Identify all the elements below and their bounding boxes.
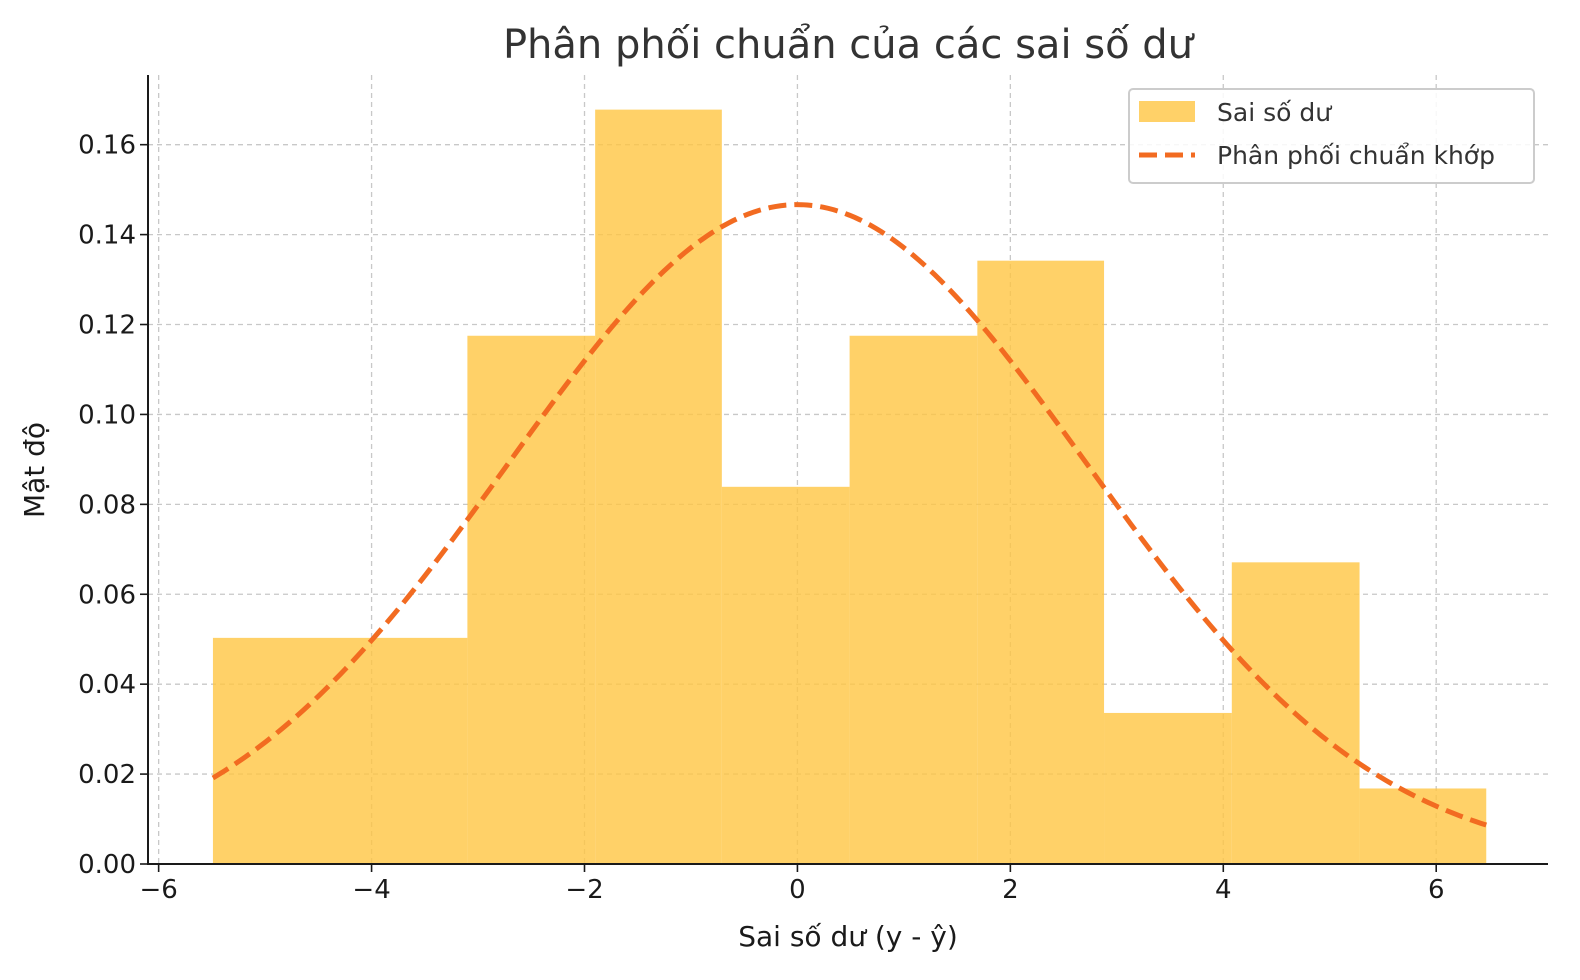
histogram-bar-5 xyxy=(977,260,1105,865)
x-tick-label-3: 0 xyxy=(789,875,806,905)
x-axis-title: Sai số dư (y - ŷ) xyxy=(738,920,958,953)
y-tick-label-0: 0.00 xyxy=(78,850,136,880)
legend-swatch-histogram xyxy=(1139,101,1195,122)
legend-label-histogram: Sai số dư xyxy=(1217,98,1332,127)
x-axis-ticks: −6 −4 −2 0 2 4 6 xyxy=(139,864,1444,905)
x-tick-label-5: 4 xyxy=(1215,875,1232,905)
axes xyxy=(147,75,1548,865)
y-tick-label-8: 0.16 xyxy=(78,131,136,161)
y-tick-label-6: 0.12 xyxy=(78,311,136,341)
x-tick-label-1: −4 xyxy=(352,875,390,905)
y-tick-label-5: 0.10 xyxy=(78,400,136,430)
y-tick-label-7: 0.14 xyxy=(78,221,136,251)
x-tick-label-4: 2 xyxy=(1002,875,1019,905)
legend-frame xyxy=(1128,88,1535,184)
legend: Sai số dư Phân phối chuẩn khớp xyxy=(1128,88,1535,184)
y-tick-label-2: 0.04 xyxy=(78,670,136,700)
histogram-bar-1 xyxy=(467,335,596,864)
y-axis-ticks: 0.00 0.02 0.04 0.06 0.08 0.10 0.12 0.14 0.16 xyxy=(78,131,148,880)
histogram-bar-2 xyxy=(595,109,722,865)
y-tick-label-4: 0.08 xyxy=(78,490,136,520)
x-tick-label-2: −2 xyxy=(565,875,603,905)
fit-curve-line xyxy=(211,202,1488,828)
x-tick-label-6: 6 xyxy=(1428,875,1445,905)
legend-label-fit-curve: Phân phối chuẩn khớp xyxy=(1217,141,1495,170)
histogram-bar-3 xyxy=(721,486,850,864)
histogram-bars xyxy=(212,109,1487,865)
chart-title: Phân phối chuẩn của các sai số dư xyxy=(503,22,1196,68)
histogram-bar-4 xyxy=(849,335,978,864)
histogram-bar-6 xyxy=(1104,712,1232,864)
y-tick-label-1: 0.02 xyxy=(78,760,136,790)
x-tick-label-0: −6 xyxy=(139,875,177,905)
y-axis-title: Mật độ xyxy=(18,422,51,518)
y-tick-label-3: 0.06 xyxy=(78,580,136,610)
